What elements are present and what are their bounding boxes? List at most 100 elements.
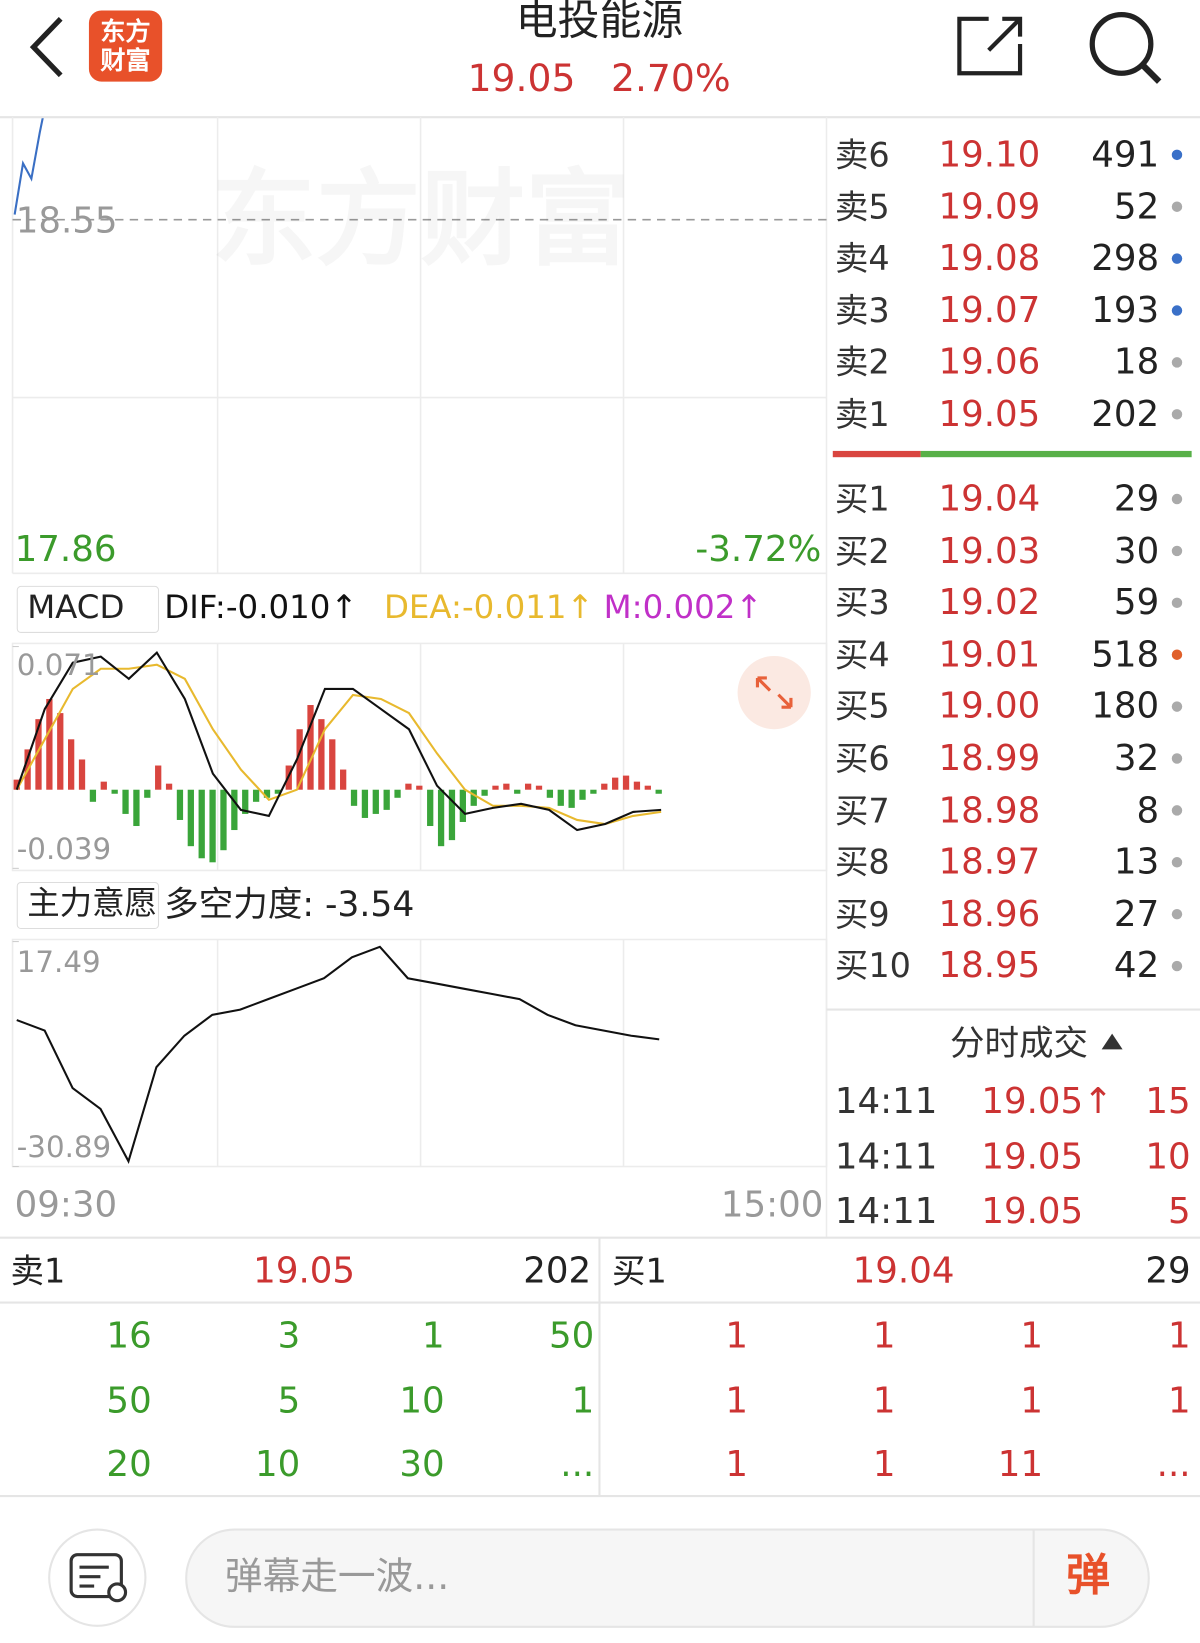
macd-bar xyxy=(329,739,336,790)
queue-order: 1 xyxy=(421,1315,445,1357)
m-label: M:0.002↑ xyxy=(603,588,763,627)
macd-bar xyxy=(133,789,140,827)
level-label: 卖2 xyxy=(834,342,890,383)
level-dot xyxy=(1171,597,1183,609)
stock-price: 19.05 xyxy=(467,57,576,101)
level-label: 买3 xyxy=(834,582,890,623)
logo-text: 财富 xyxy=(100,46,151,76)
level-label: 买5 xyxy=(834,686,890,727)
macd-bar xyxy=(633,781,641,790)
queue-price: 19.05 xyxy=(253,1250,356,1293)
time-label: 09:30 xyxy=(14,1184,118,1227)
level-dot xyxy=(1171,701,1183,712)
macd-bar xyxy=(394,789,401,798)
trade-time: 14:11 xyxy=(834,1080,938,1123)
macd-bar xyxy=(350,789,358,806)
logo xyxy=(88,10,163,82)
macd-bar xyxy=(579,789,586,800)
search-icon[interactable] xyxy=(1089,12,1162,84)
macd-bar xyxy=(514,789,521,794)
level-label: 卖5 xyxy=(834,186,890,227)
input-placeholder[interactable]: 弹幕走一波... xyxy=(224,1555,450,1599)
macd-bar xyxy=(361,789,369,818)
queue-order: 1 xyxy=(1167,1315,1191,1357)
dea-label: DEA:-0.011↑ xyxy=(383,588,594,627)
comment-input[interactable] xyxy=(185,1528,1150,1628)
macd-bar xyxy=(252,789,260,802)
level-volume: 298 xyxy=(1091,237,1160,280)
indicator-name[interactable]: MACD xyxy=(27,588,125,627)
y-tick-label: -0.039 xyxy=(16,831,112,867)
indicator-name[interactable]: 主力意愿 xyxy=(27,884,157,923)
level-volume: 193 xyxy=(1091,289,1160,332)
share-icon[interactable] xyxy=(957,16,1023,76)
level-volume: 30 xyxy=(1113,530,1160,572)
level-price: 18.97 xyxy=(938,841,1041,884)
indicator-select[interactable] xyxy=(16,881,160,930)
level-label: 买6 xyxy=(834,738,890,779)
level-price: 19.05 xyxy=(938,393,1041,436)
level-dot xyxy=(1171,857,1183,868)
level-dot xyxy=(1171,493,1183,505)
level-label: 卖6 xyxy=(834,134,890,175)
level-dot xyxy=(1171,960,1183,972)
level-price: 19.00 xyxy=(938,685,1041,728)
level-label: 买7 xyxy=(834,790,890,831)
level-volume: 180 xyxy=(1091,685,1160,728)
level-price: 19.09 xyxy=(938,185,1041,228)
queue-order: 1 xyxy=(1167,1379,1191,1422)
queue-order: 1 xyxy=(872,1443,896,1486)
queue-order: 1 xyxy=(725,1379,749,1422)
trade-price: 19.05 xyxy=(981,1190,1084,1233)
level-price: 19.02 xyxy=(938,581,1041,624)
level-dot xyxy=(1171,649,1183,660)
level-volume: 52 xyxy=(1113,185,1160,228)
macd-bar xyxy=(416,785,423,790)
level-dot xyxy=(1171,305,1183,316)
macd-bar xyxy=(590,789,597,794)
macd-bar xyxy=(427,789,434,827)
macd-bar xyxy=(470,789,477,806)
queue-order: 1 xyxy=(872,1379,896,1422)
level-volume: 59 xyxy=(1113,581,1160,624)
queue-grid xyxy=(0,1236,1200,1498)
queue-order: 30 xyxy=(399,1443,445,1486)
queue-order: 10 xyxy=(254,1443,301,1486)
queue-order: ... xyxy=(560,1443,595,1486)
macd-bar xyxy=(405,783,412,790)
trade-time: 14:11 xyxy=(834,1135,938,1178)
queue-order: ... xyxy=(1156,1443,1191,1486)
send-button[interactable]: 弹 xyxy=(1066,1549,1111,1601)
trade-time: 14:11 xyxy=(834,1190,938,1233)
trades-title[interactable]: 分时成交 xyxy=(949,1022,1089,1064)
macd-bar xyxy=(165,783,173,790)
macd-bar xyxy=(318,719,325,790)
strength-label: 多空力度: -3.54 xyxy=(164,883,415,925)
back-icon[interactable] xyxy=(29,17,63,78)
danmu-icon[interactable] xyxy=(48,1528,147,1627)
queue-order: 16 xyxy=(106,1315,152,1357)
macd-bar xyxy=(46,698,53,790)
macd-bar xyxy=(144,789,151,798)
logo-text: 东方 xyxy=(100,16,151,47)
level-dot xyxy=(1171,201,1183,212)
level-price: 19.10 xyxy=(938,133,1041,176)
trade-price: 19.05 xyxy=(981,1135,1084,1178)
macd-bar xyxy=(655,789,662,794)
sort-icon[interactable] xyxy=(1101,1033,1123,1050)
queue-price: 19.04 xyxy=(852,1250,955,1293)
level-label: 买10 xyxy=(834,946,911,986)
indicator-select[interactable] xyxy=(16,585,160,633)
queue-order: 1 xyxy=(872,1315,896,1357)
level-label: 卖1 xyxy=(834,394,890,435)
trade-volume: 10 xyxy=(1145,1135,1191,1178)
level-label: 买4 xyxy=(834,634,890,675)
macd-bar xyxy=(568,789,575,808)
expand-button[interactable] xyxy=(737,655,811,730)
macd-bar xyxy=(89,789,97,802)
queue-order: 10 xyxy=(399,1379,445,1422)
level-dot xyxy=(1171,908,1183,920)
